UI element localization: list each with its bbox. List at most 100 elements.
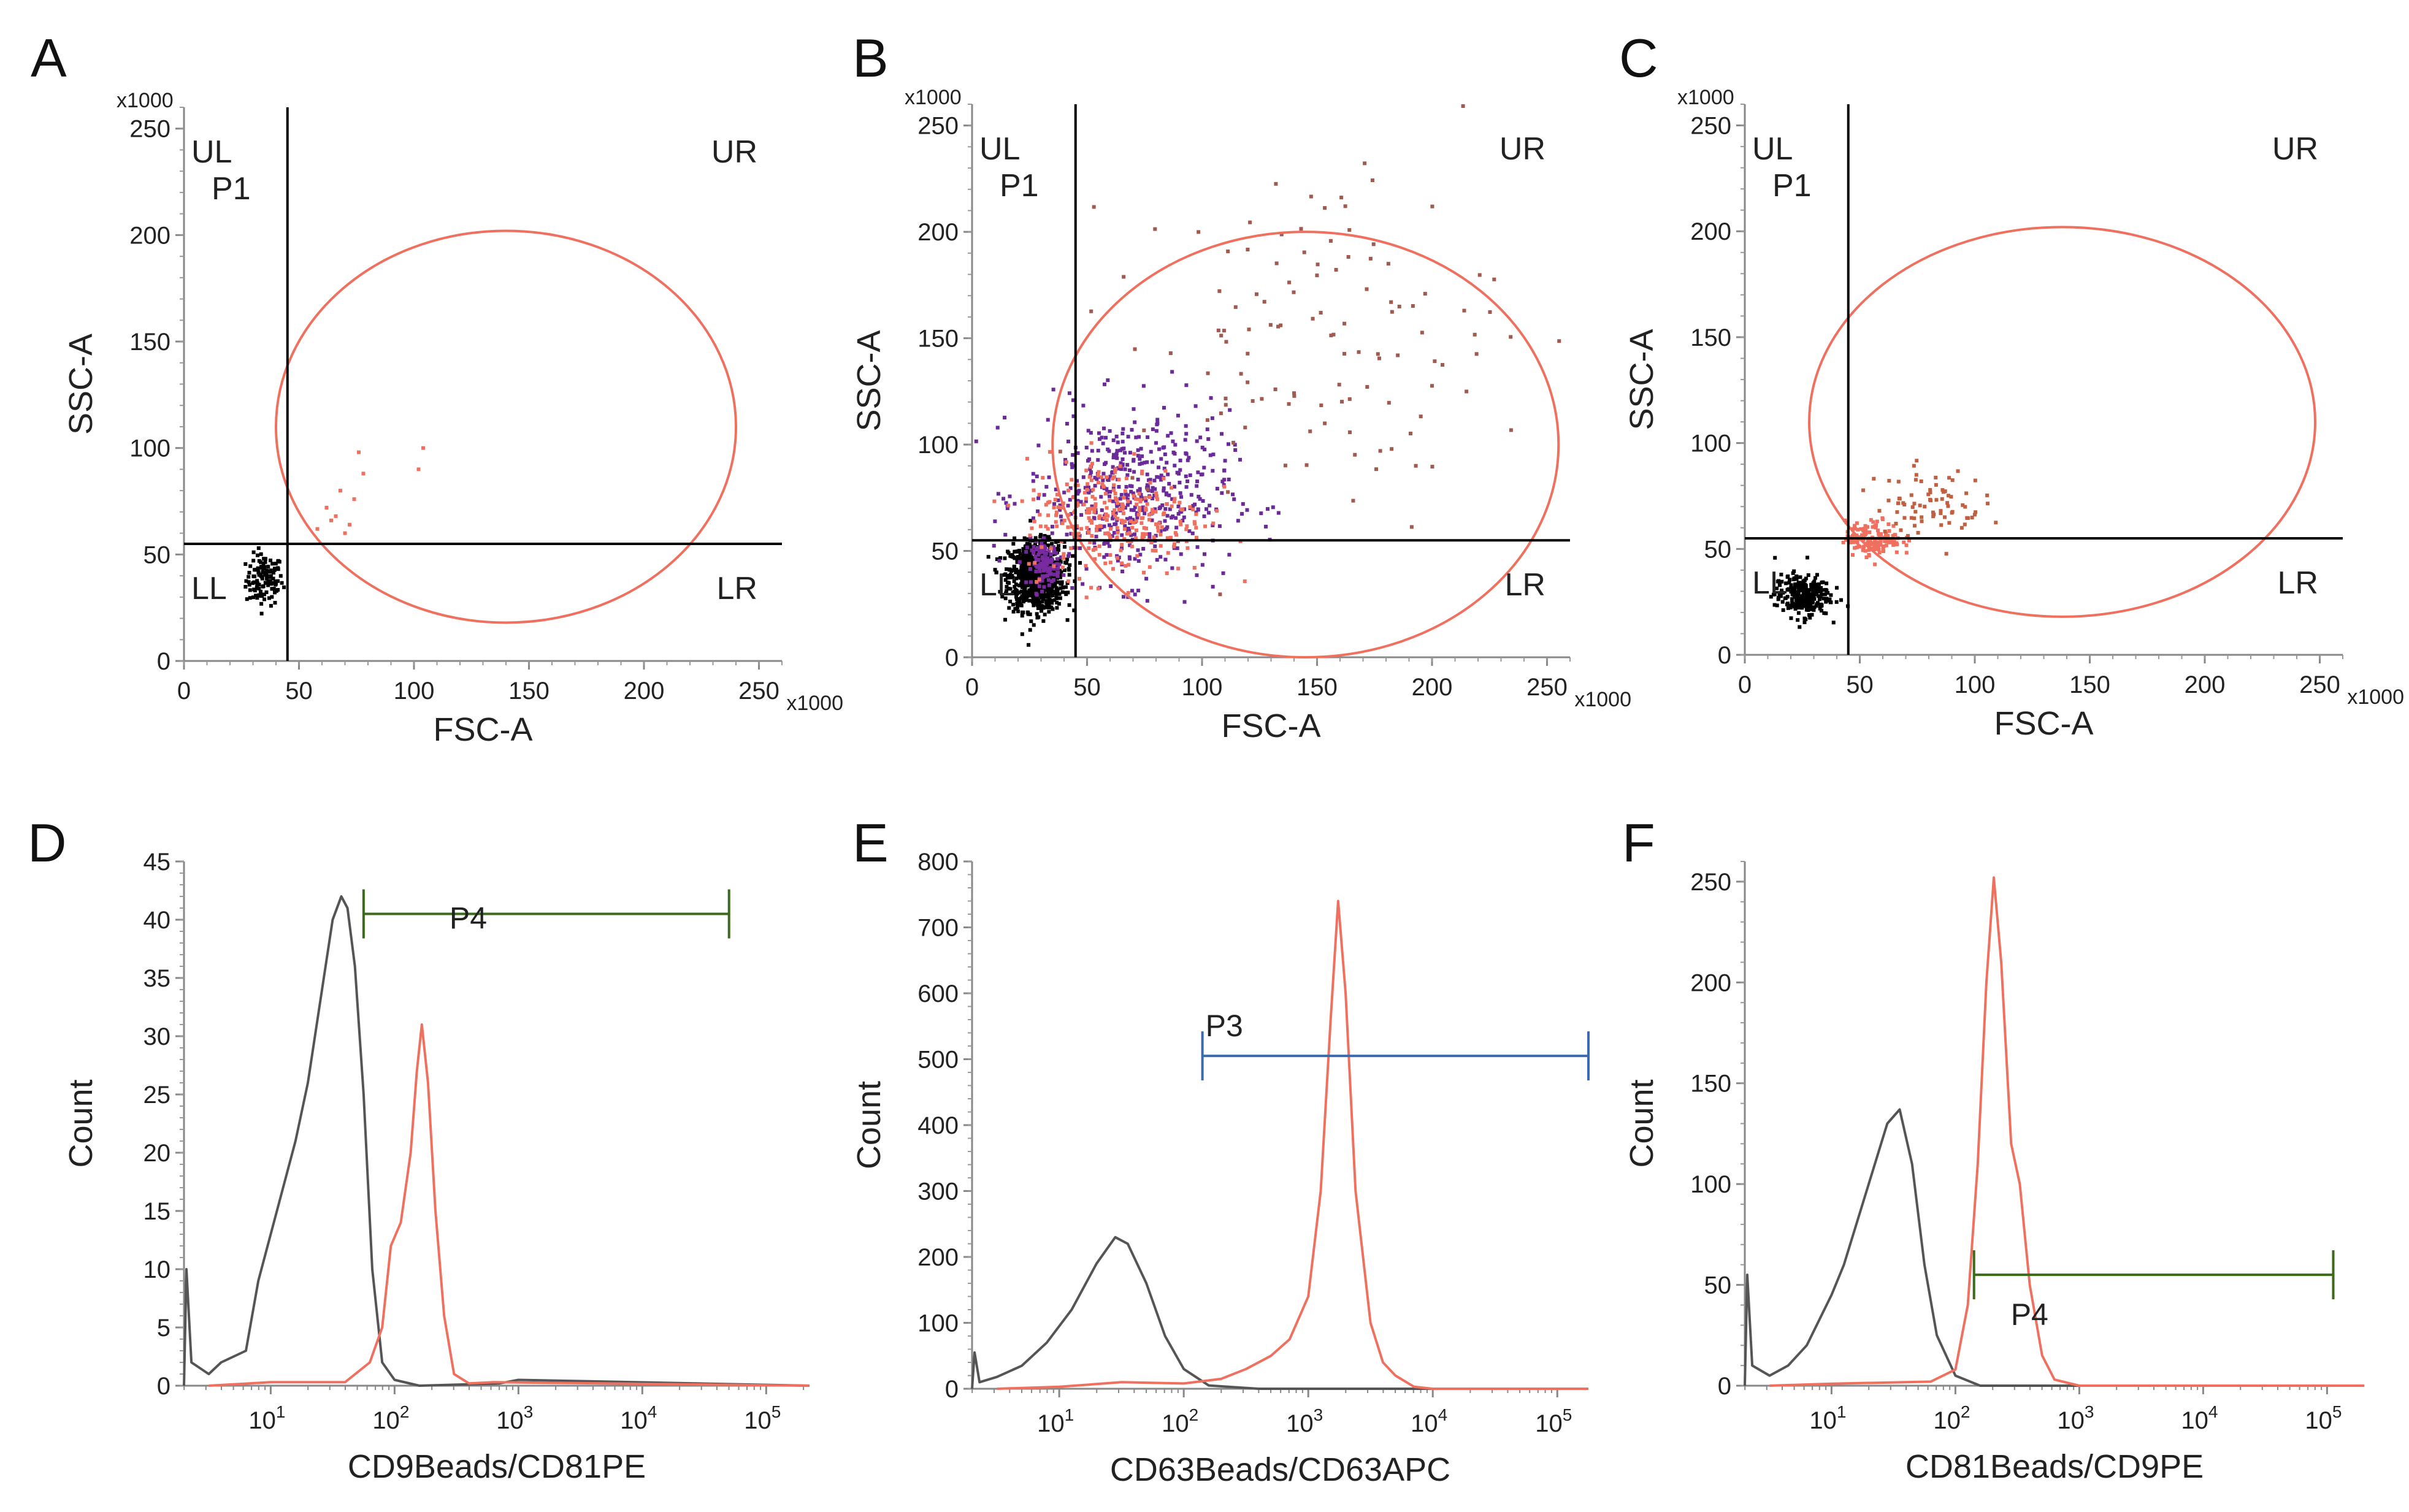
- data-point: [1021, 554, 1025, 558]
- data-point: [1348, 430, 1352, 435]
- x-multiplier: x1000: [786, 692, 843, 715]
- data-point: [1299, 227, 1303, 231]
- data-point: [1137, 435, 1141, 439]
- data-point: [1128, 516, 1133, 520]
- data-point: [1144, 498, 1148, 503]
- data-point: [1058, 503, 1062, 508]
- data-point: [1806, 595, 1810, 599]
- data-point: [1032, 600, 1036, 605]
- quadrant-label-ur: UR: [1499, 131, 1545, 167]
- data-point: [1092, 510, 1097, 514]
- data-point: [1055, 570, 1060, 575]
- data-point: [1340, 400, 1344, 404]
- data-point: [1089, 470, 1093, 475]
- data-point: [1064, 585, 1068, 589]
- data-point: [1106, 541, 1110, 545]
- data-point: [1090, 533, 1094, 538]
- data-point: [1963, 522, 1967, 527]
- data-point: [1779, 573, 1783, 577]
- data-point: [1822, 588, 1826, 592]
- data-point: [1136, 589, 1141, 593]
- data-point: [1879, 539, 1883, 543]
- data-point: [1337, 383, 1341, 387]
- data-point: [1078, 546, 1082, 551]
- data-point: [1014, 568, 1019, 572]
- data-point: [1031, 516, 1035, 521]
- data-point: [1430, 204, 1434, 208]
- data-point: [1053, 590, 1057, 594]
- data-point: [1818, 595, 1823, 599]
- data-point: [1064, 561, 1068, 565]
- y-tick-label: 30: [144, 1023, 171, 1050]
- data-point: [1024, 558, 1028, 562]
- data-point: [1793, 605, 1797, 609]
- data-point: [1084, 497, 1088, 501]
- data-point: [1211, 468, 1215, 473]
- data-point: [1915, 459, 1919, 463]
- data-point: [1055, 600, 1059, 605]
- data-point: [247, 575, 251, 579]
- data-point: [1081, 403, 1086, 408]
- data-point: [1159, 457, 1163, 461]
- data-point: [1822, 611, 1826, 615]
- data-point: [1810, 600, 1814, 605]
- data-point: [1012, 579, 1016, 583]
- data-point: [1017, 575, 1021, 579]
- data-point: [1041, 476, 1045, 480]
- data-point: [1027, 549, 1032, 553]
- data-point: [1414, 464, 1418, 468]
- data-point: [1030, 591, 1035, 595]
- data-point: [1019, 576, 1023, 580]
- data-point: [1020, 632, 1024, 636]
- data-point: [1086, 482, 1090, 486]
- panel-a: A0 50 100 150 200 250050100150200250x1000x100…: [31, 28, 843, 748]
- x-tick-label: 250: [1526, 674, 1568, 701]
- data-point: [1154, 533, 1158, 538]
- data-point: [1926, 492, 1931, 497]
- data-point: [1028, 567, 1032, 571]
- data-point: [1050, 579, 1054, 583]
- y-axis-label: SSC-A: [63, 334, 99, 435]
- data-point: [1088, 467, 1092, 472]
- data-point: [1022, 567, 1027, 571]
- data-point: [1011, 541, 1016, 546]
- data-point: [1218, 592, 1222, 597]
- data-point: [1159, 555, 1163, 559]
- x-tick-label: 150: [1296, 674, 1338, 701]
- data-point: [1775, 586, 1779, 590]
- data-point: [1120, 507, 1125, 511]
- data-point: [1817, 597, 1821, 601]
- data-point: [1862, 544, 1866, 549]
- data-point: [1142, 535, 1146, 539]
- data-point: [1050, 531, 1054, 535]
- data-point: [1067, 573, 1071, 577]
- data-point: [1808, 595, 1812, 600]
- data-point: [1397, 304, 1401, 308]
- data-point: [261, 567, 266, 571]
- data-point: [1867, 548, 1871, 552]
- data-point: [1775, 603, 1779, 608]
- data-point: [1328, 239, 1333, 243]
- data-point: [1184, 383, 1189, 388]
- y-tick-label: 200: [917, 1244, 959, 1271]
- data-point: [1824, 611, 1828, 616]
- data-point: [1390, 310, 1394, 314]
- data-point: [1934, 498, 1939, 502]
- data-point: [269, 582, 274, 586]
- data-point: [1103, 532, 1108, 536]
- data-point: [1853, 527, 1857, 531]
- x-tick-label: 102: [1933, 1402, 1970, 1434]
- data-point: [1887, 529, 1891, 533]
- data-point: [264, 571, 269, 575]
- data-point: [1033, 554, 1038, 559]
- data-point: [1032, 544, 1036, 549]
- data-point: [1173, 443, 1178, 447]
- data-point: [1117, 556, 1121, 560]
- data-point: [255, 586, 259, 590]
- data-point: [1386, 262, 1390, 266]
- data-point: [1848, 540, 1852, 544]
- data-point: [1146, 487, 1150, 492]
- data-point: [1099, 495, 1103, 499]
- panel-c: C0 50 100 150 200 250050100150200250x1000x100…: [1619, 28, 2404, 742]
